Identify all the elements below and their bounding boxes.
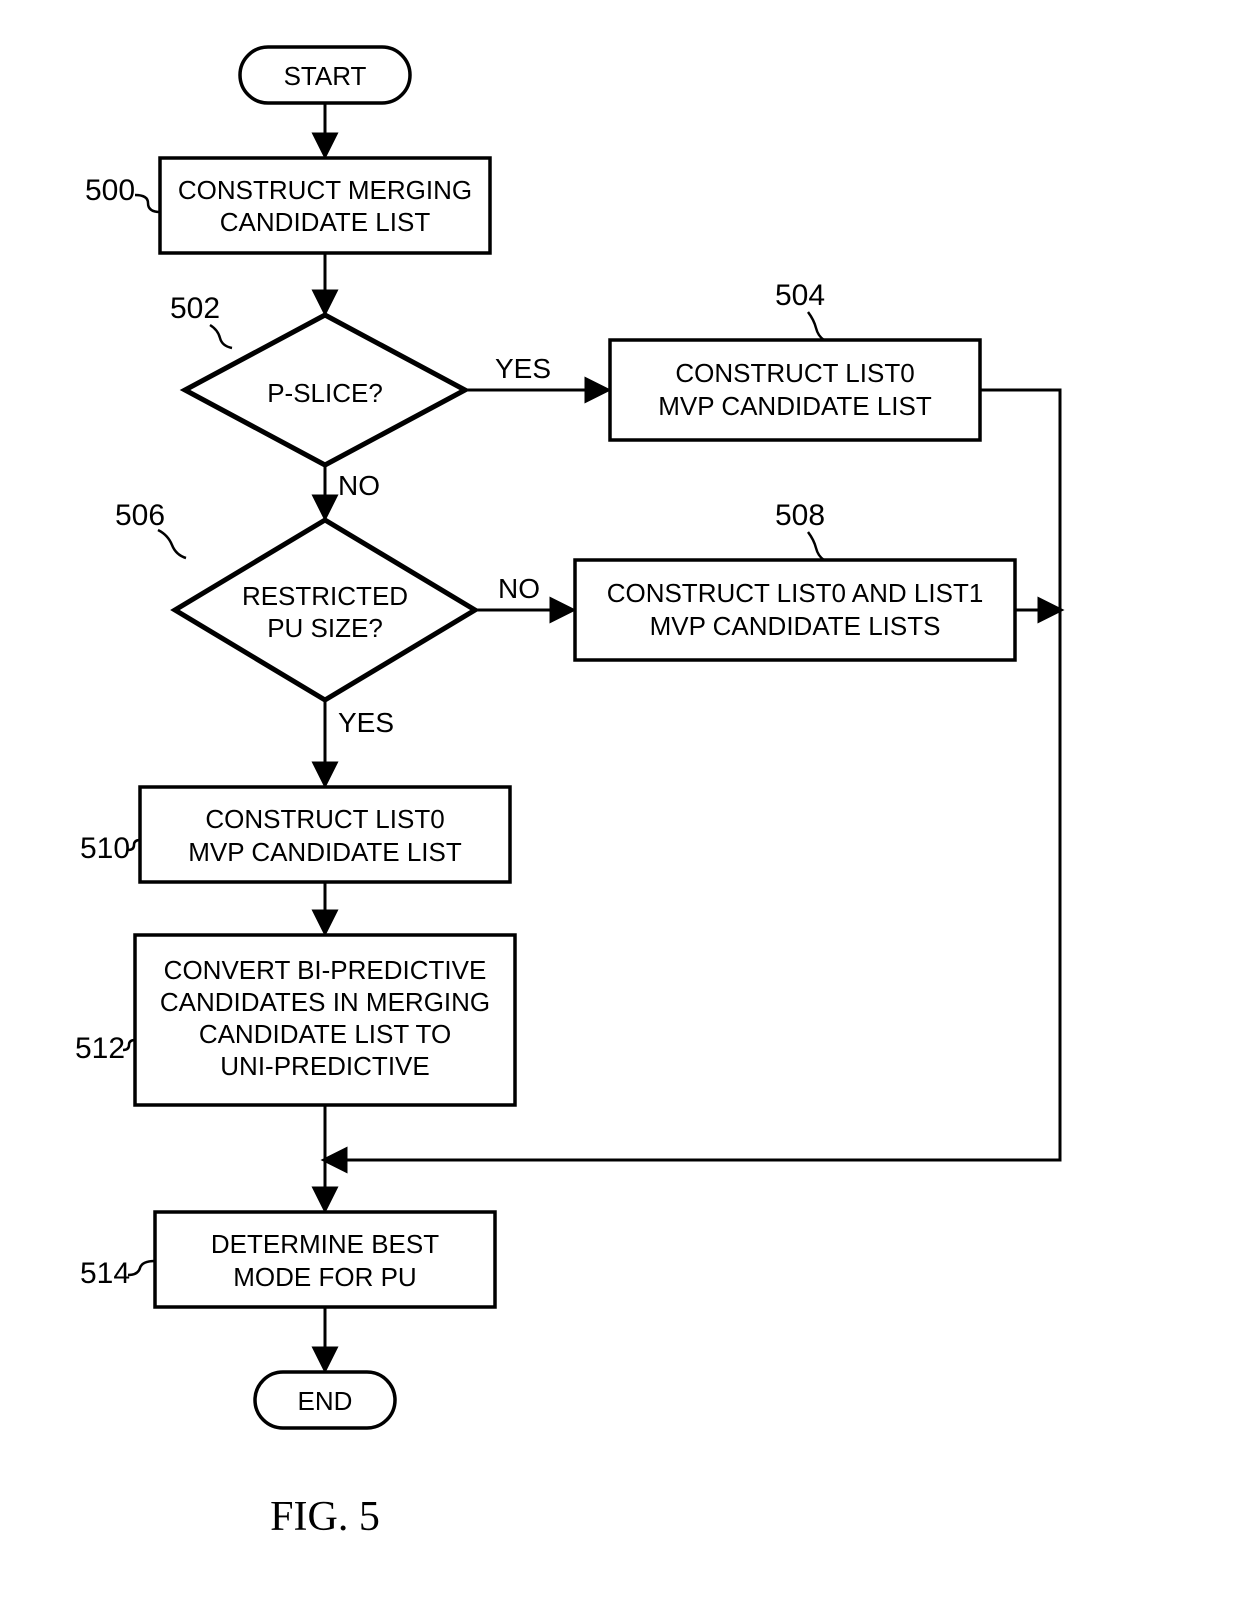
edge-label-yes-502: YES (495, 353, 551, 384)
end-label: END (298, 1386, 353, 1416)
node-514-line1: DETERMINE BEST (211, 1229, 439, 1259)
flowchart: START CONSTRUCT MERGING CANDIDATE LIST P… (0, 0, 1240, 1617)
node-510-line2: MVP CANDIDATE LIST (188, 837, 462, 867)
ref-508: 508 (775, 499, 825, 532)
decision-506-line2: PU SIZE? (267, 613, 383, 643)
node-500-line1: CONSTRUCT MERGING (178, 175, 472, 205)
node-512-line3: CANDIDATE LIST TO (199, 1019, 451, 1049)
node-504-line2: MVP CANDIDATE LIST (658, 391, 932, 421)
node-500-line2: CANDIDATE LIST (220, 207, 431, 237)
ref-tail (210, 325, 232, 348)
ref-514: 514 (80, 1257, 130, 1290)
ref-tail (128, 1261, 155, 1275)
edge-label-no-506: NO (498, 573, 540, 604)
ref-tail (808, 312, 824, 340)
node-512-line4: UNI-PREDICTIVE (220, 1051, 429, 1081)
edge-label-no-502: NO (338, 470, 380, 501)
node-510 (140, 787, 510, 882)
ref-500: 500 (85, 174, 135, 207)
node-508-line1: CONSTRUCT LIST0 AND LIST1 (607, 578, 984, 608)
ref-512: 512 (75, 1032, 125, 1065)
ref-506: 506 (115, 499, 165, 532)
node-510-line1: CONSTRUCT LIST0 (205, 804, 444, 834)
node-514 (155, 1212, 495, 1307)
node-512-line1: CONVERT BI-PREDICTIVE (164, 955, 487, 985)
decision-502-line1: P-SLICE? (267, 378, 383, 408)
node-504-line1: CONSTRUCT LIST0 (675, 358, 914, 388)
ref-tail (135, 195, 160, 212)
edge-label-yes-506: YES (338, 707, 394, 738)
start-label: START (284, 61, 367, 91)
ref-510: 510 (80, 832, 130, 865)
ref-504: 504 (775, 279, 825, 312)
node-514-line2: MODE FOR PU (233, 1262, 416, 1292)
ref-tail (158, 530, 186, 558)
figure-title: FIG. 5 (270, 1494, 380, 1540)
decision-506-line1: RESTRICTED (242, 581, 408, 611)
ref-502: 502 (170, 292, 220, 325)
ref-tail (808, 532, 824, 560)
node-500 (160, 158, 490, 253)
node-512-line2: CANDIDATES IN MERGING (160, 987, 490, 1017)
node-508-line2: MVP CANDIDATE LISTS (650, 611, 941, 641)
